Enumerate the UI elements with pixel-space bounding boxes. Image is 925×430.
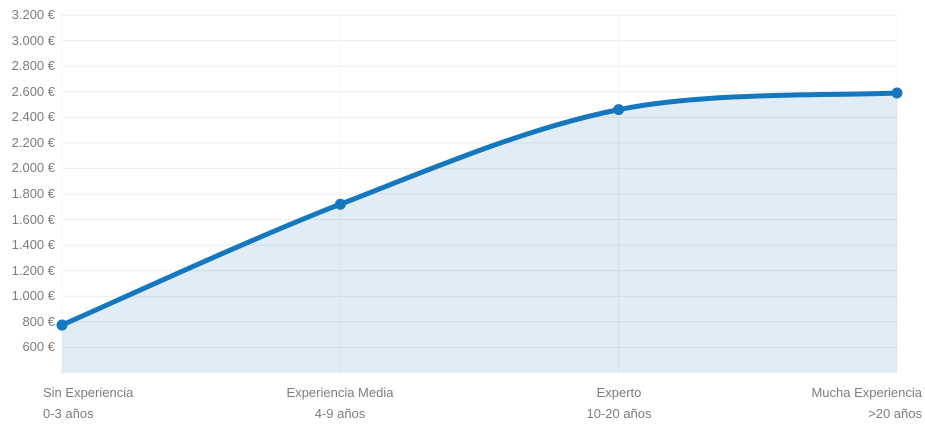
x-axis-category-sublabel: 4-9 años — [314, 406, 366, 421]
x-axis-category-label: Experiencia Media — [286, 385, 394, 400]
y-axis-tick-label: 2.600 € — [11, 83, 55, 99]
y-axis-tick-label: 1.400 € — [11, 237, 55, 253]
data-point[interactable] — [613, 104, 625, 116]
y-axis-tick-label: 1.600 € — [11, 211, 55, 227]
y-axis-tick-label: 1.800 € — [11, 186, 55, 201]
x-axis-category-sublabel: >20 años — [868, 406, 922, 421]
x-axis-category-sublabel: 0-3 años — [43, 406, 94, 421]
y-axis-tick-label: 2.000 € — [11, 160, 55, 176]
series-line — [59, 90, 900, 328]
y-axis-tick-label: 1.200 € — [11, 262, 55, 278]
series-area-fill — [62, 92, 897, 373]
x-axis-category-3: Mucha Experiencia >20 años — [811, 382, 922, 424]
x-axis-category-label: Experto — [596, 385, 642, 400]
x-axis-category-sublabel: 10-20 años — [586, 406, 652, 421]
y-axis-tick-label: 2.200 € — [11, 134, 55, 150]
y-axis-tick-label: 600 € — [22, 339, 55, 355]
data-point[interactable] — [334, 198, 346, 210]
x-axis-category-2: Experto 10-20 años — [586, 382, 651, 424]
y-axis-tick-label: 3.200 € — [11, 7, 55, 22]
x-axis-category-0: Sin Experiencia 0-3 años — [43, 382, 133, 424]
data-point[interactable] — [891, 87, 903, 99]
x-axis-category-label: Sin Experiencia — [43, 385, 134, 400]
y-axis-tick-label: 2.800 € — [11, 58, 55, 74]
data-point[interactable] — [56, 319, 68, 331]
x-axis-category-label: Mucha Experiencia — [811, 385, 922, 400]
x-axis-category-1: Experiencia Media 4-9 años — [287, 382, 394, 424]
y-axis-tick-label: 1.000 € — [11, 288, 55, 304]
y-axis-tick-label: 800 € — [22, 313, 55, 329]
y-axis-tick-label: 2.400 € — [11, 109, 55, 125]
y-axis-tick-label: 3.000 € — [11, 32, 55, 48]
